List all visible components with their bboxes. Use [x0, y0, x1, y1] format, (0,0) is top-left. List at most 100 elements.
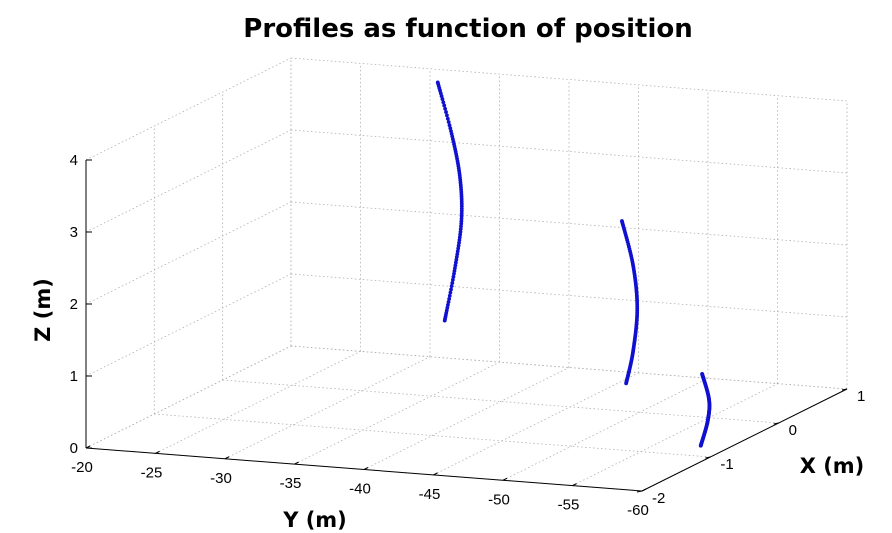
grid-side-z [85, 201, 292, 305]
grid-floor-x [222, 379, 779, 424]
grid-floor-y [433, 372, 639, 476]
profile-1-point [441, 100, 446, 105]
x-tick-label: 1 [857, 388, 865, 405]
y-tick-mark [641, 488, 647, 492]
grid-side-z [85, 273, 292, 377]
y-tick-label: -20 [71, 459, 93, 476]
y-tick-label: -45 [419, 486, 441, 503]
profile-1-point [456, 243, 461, 248]
profile-1-point [449, 129, 453, 134]
grid-floor-y [363, 367, 570, 470]
profile-1-point [457, 238, 462, 242]
profile-1-point [449, 287, 453, 292]
tick-labels: -20 -25 -30 -35 -40 -45 -50 -55 -60-2 -1 0 1 0 1 2 3 4 [70, 152, 866, 519]
grid-floor-x [154, 413, 711, 458]
profile-1-point [453, 260, 458, 265]
grid-floor-y [502, 377, 709, 481]
profile-1-point [445, 116, 450, 121]
x-tick-mark [773, 422, 779, 425]
x-tick-mark [705, 456, 711, 459]
profile-1-point [451, 274, 456, 279]
y-tick-mark [502, 477, 508, 481]
y-axis-label: Y (m) [282, 508, 347, 532]
y-tick-label: -25 [141, 464, 163, 481]
profile-1-point [447, 296, 452, 301]
chart-title: Profiles as function of position [243, 14, 692, 44]
data-points [435, 80, 712, 448]
profile-3-point [700, 371, 705, 376]
x-tick-mark [636, 490, 643, 493]
x-tick-mark [841, 388, 848, 391]
grid-floor-y [294, 361, 500, 465]
y-tick-mark [294, 461, 299, 465]
profile-1-point [453, 266, 457, 271]
profile-1-point [442, 103, 447, 108]
x-tick-label: 0 [789, 422, 797, 439]
y-tick-mark [433, 472, 438, 476]
profile-1-point [448, 126, 453, 131]
y-tick-mark [155, 450, 160, 454]
profile-1-point [440, 97, 445, 101]
y-tick-label: -40 [349, 481, 371, 498]
profile-1-point [447, 293, 452, 298]
profile-1-point [454, 255, 459, 259]
x-axis-line [641, 388, 848, 492]
y-tick-mark [363, 467, 369, 470]
profile-1-point [449, 284, 454, 289]
grid-floor-y [155, 351, 361, 454]
profile-1-point [455, 249, 460, 254]
y-tick-label: -35 [280, 475, 302, 492]
y-tick-mark [224, 456, 230, 460]
profile-1-point [445, 305, 450, 310]
z-tick-label: 3 [70, 224, 78, 241]
grid-side-z [85, 129, 292, 233]
grid-side-z [85, 57, 292, 161]
profile-1-point [443, 106, 448, 111]
grid-back-z [290, 273, 848, 318]
profile-1-point [453, 263, 458, 268]
profile-1-point [446, 302, 450, 307]
profile-1-point [452, 271, 456, 276]
grid-floor-y [85, 345, 292, 449]
z-tick-label: 1 [70, 368, 78, 385]
z-tick-label: 2 [70, 296, 78, 313]
x-tick-label: -1 [720, 456, 733, 473]
profile-1-point [457, 235, 462, 240]
grid-back-z [290, 201, 848, 246]
y-tick-label: -30 [210, 470, 232, 487]
profile-1-point [455, 252, 460, 256]
x-tick-label: -2 [652, 490, 665, 507]
profile-1-point [444, 110, 448, 114]
axes [85, 159, 848, 493]
y-tick-label: -55 [558, 497, 580, 514]
y-tick-mark [572, 483, 577, 487]
z-tick-label: 4 [70, 152, 78, 169]
profile-1-point [439, 94, 444, 98]
profile-1-point [448, 290, 453, 295]
grid-floor-y [224, 356, 431, 460]
profile-1-point [450, 277, 455, 282]
x-axis-label: X (m) [800, 454, 865, 478]
grid-side-z [85, 345, 292, 449]
profile-1-point [457, 240, 461, 245]
grid-lines [85, 57, 848, 492]
grid-back-z [290, 57, 848, 102]
profile-1-point [450, 281, 455, 285]
profile-1-point [454, 257, 459, 262]
grid-back-z [290, 129, 848, 174]
z-axis-label: Z (m) [31, 278, 55, 342]
profile-1-point [446, 120, 451, 124]
profile-2-point [620, 219, 624, 223]
profile-1-point [447, 123, 452, 128]
y-tick-label: -50 [488, 491, 510, 508]
profile-1-point [435, 80, 440, 85]
profile-1-point [446, 300, 451, 304]
profile-1-point [445, 113, 449, 118]
y-tick-label: -60 [627, 502, 649, 519]
profile-1-point [456, 246, 461, 251]
z-tick-label: 0 [70, 440, 78, 457]
grid-back-z [290, 345, 848, 390]
grid-floor-y [572, 383, 778, 486]
